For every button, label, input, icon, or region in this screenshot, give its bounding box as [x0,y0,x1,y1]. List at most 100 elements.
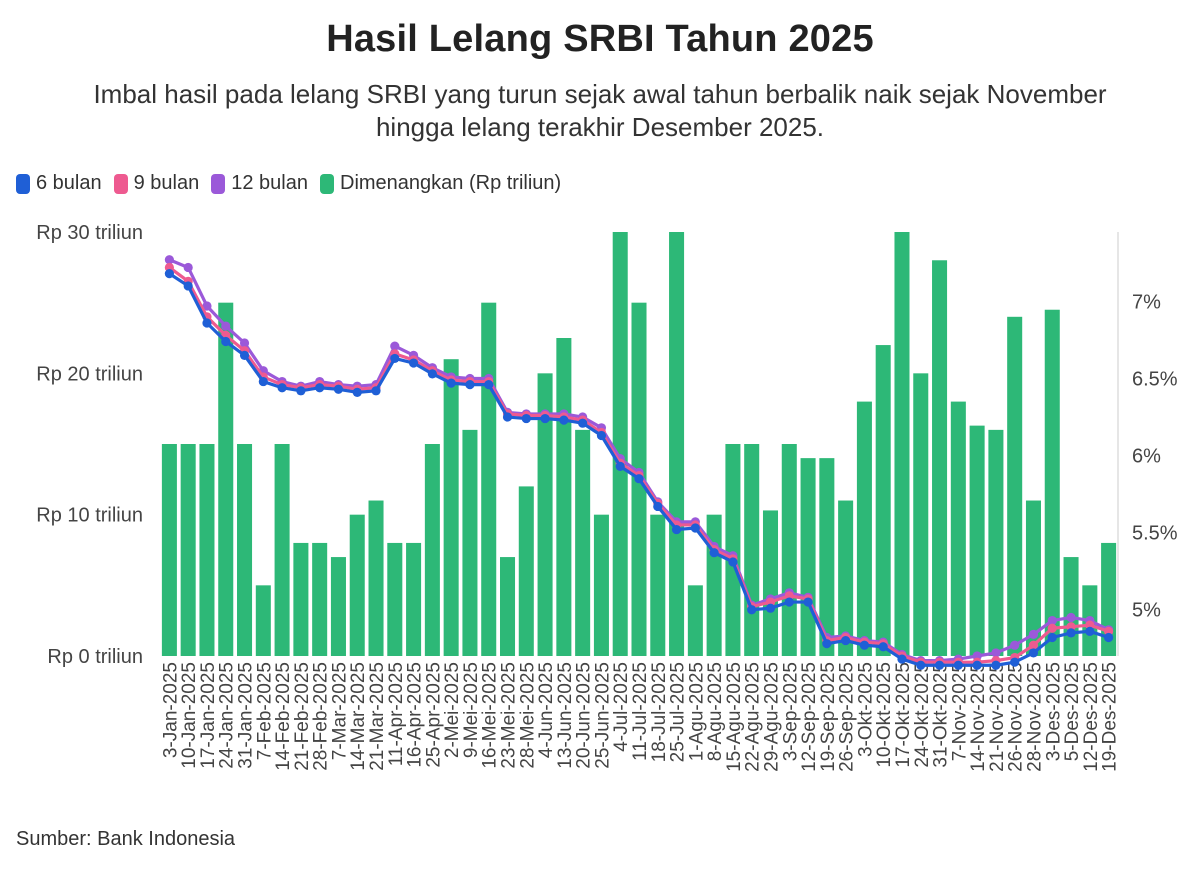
bar-dimenangkan [762,510,779,656]
bar-dimenangkan [650,514,666,656]
x-tick-label: 25-Jun-2025 [592,662,613,769]
point-6-bulan [596,430,607,441]
point-12-bulan [1047,615,1057,626]
legend-swatch-6-bulan [16,173,30,194]
bar-dimenangkan [462,429,478,656]
y-tick-right: 6.5% [1132,369,1178,391]
bar-dimenangkan [687,585,703,656]
x-tick-label: 28-Nov-2025 [1025,662,1046,772]
point-6-bulan [521,413,531,424]
x-tick-label: 11-Apr-2025 [386,662,407,766]
point-6-bulan [1104,632,1114,643]
bar-dimenangkan [199,444,215,656]
bar-dimenangkan [406,542,422,656]
x-tick-label: 26-Sep-2025 [837,662,858,772]
bar-dimenangkan [255,585,271,656]
y-tick-right: 5% [1132,600,1161,622]
x-tick-label: 17-Jan-2025 [198,662,219,769]
point-12-bulan [164,255,174,265]
x-tick-label: 12-Des-2025 [1081,662,1102,772]
x-tick-label: 24-Okt-2025 [912,662,933,768]
point-6-bulan [841,635,851,646]
bar-dimenangkan [293,542,309,656]
x-tick-label: 20-Jun-2025 [574,662,595,769]
x-tick-label: 1-Agu-2025 [686,662,707,761]
x-tick-label: 4-Jul-2025 [611,662,632,752]
bar-dimenangkan [856,401,872,656]
bar-dimenangkan [1007,316,1023,656]
point-6-bulan [653,501,663,512]
point-6-bulan [784,597,794,607]
y-tick-left: Rp 0 triliun [47,646,143,668]
point-6-bulan [1010,657,1020,667]
x-tick-label: 14-Mar-2025 [348,662,369,771]
point-6-bulan [1028,648,1039,658]
point-6-bulan [822,639,832,649]
point-6-bulan [709,548,719,558]
x-tick-label: 3-Des-2025 [1043,662,1064,761]
legend-swatch-12-bulan [211,173,226,194]
bar-dimenangkan [443,359,459,656]
point-12-bulan [202,301,212,311]
point-12-bulan [991,648,1001,658]
bar-dimenangkan [781,444,797,656]
bar-dimenangkan [950,401,966,656]
bar-dimenangkan [237,444,253,656]
bar-dimenangkan [913,373,929,656]
bar-dimenangkan [180,444,196,656]
legend-item-12-bulan[interactable]: 12 bulan [211,172,308,195]
point-12-bulan [183,262,193,273]
bar-dimenangkan [744,444,760,656]
bar-dimenangkan [218,302,234,656]
x-tick-label: 15-Agu-2025 [724,662,745,772]
bar-dimenangkan [875,345,891,656]
point-6-bulan [878,642,888,652]
bar-dimenangkan [1063,557,1079,656]
x-tick-label: 18-Jul-2025 [649,662,670,762]
x-tick-label: 4-Jun-2025 [536,662,557,758]
legend-item-9-bulan[interactable]: 9 bulan [113,172,200,195]
point-9-bulan [1028,640,1039,650]
point-6-bulan [728,557,738,567]
legend-item-dimenangkan[interactable]: Dimenangkan (Rp triliun) [320,172,561,195]
bar-dimenangkan [593,514,609,656]
x-tick-label: 5-Des-2025 [1062,662,1083,761]
legend-item-6-bulan[interactable]: 6 bulan [16,172,102,195]
point-6-bulan [258,376,268,387]
chart-title: Hasil Lelang SRBI Tahun 2025 [326,18,874,60]
point-6-bulan [540,413,550,424]
x-tick-label: 31-Jan-2025 [236,662,257,769]
y-tick-left: Rp 10 triliun [36,505,143,527]
bar-dimenangkan [612,232,628,656]
point-6-bulan [371,386,381,396]
point-6-bulan [465,380,475,390]
point-12-bulan [1010,640,1020,650]
x-tick-label: 21-Feb-2025 [292,662,313,771]
x-tick-label: 8-Agu-2025 [705,662,726,761]
x-tick-label: 3-Sep-2025 [780,662,801,761]
x-tick-label: 7-Feb-2025 [254,662,275,760]
legend-label-dimenangkan: Dimenangkan (Rp triliun) [340,172,562,194]
point-6-bulan [315,383,325,393]
point-6-bulan [671,524,682,535]
x-tick-label: 25-Apr-2025 [423,662,444,768]
bar-dimenangkan [800,458,816,656]
point-6-bulan [183,281,193,291]
bar-dimenangkan [969,425,985,656]
bar-dimenangkan [556,338,572,656]
point-6-bulan [239,350,250,360]
point-6-bulan [484,380,494,390]
bar-dimenangkan [368,500,384,656]
x-tick-label: 23-Mei-2025 [499,662,520,769]
x-tick-label: 26-Nov-2025 [1006,662,1027,772]
y-tick-right: 5.5% [1132,523,1178,545]
legend-label-9-bulan: 9 bulan [133,172,200,194]
point-6-bulan [1047,632,1057,643]
x-tick-label: 7-Mar-2025 [330,662,351,760]
x-tick-label: 3-Jan-2025 [160,662,181,758]
x-tick-label: 11-Jul-2025 [630,662,651,761]
point-12-bulan [390,341,400,351]
bar-dimenangkan [838,500,854,656]
bar-dimenangkan [424,444,440,656]
